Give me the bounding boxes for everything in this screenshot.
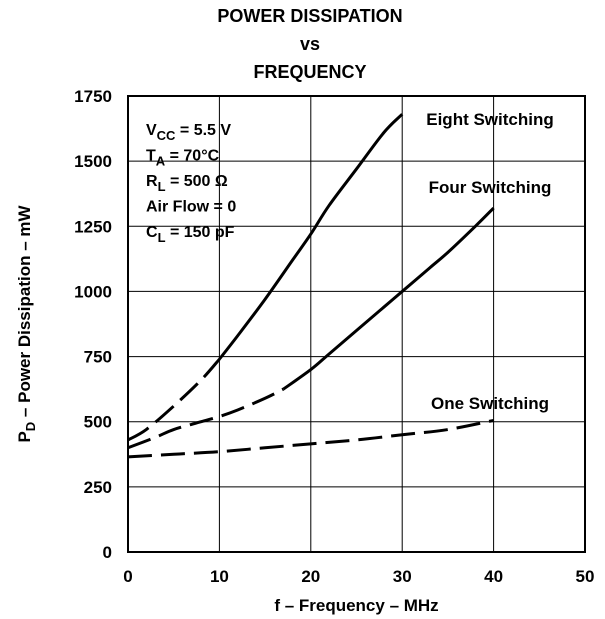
x-tick-label-30: 30 — [393, 567, 412, 586]
x-tick-label-40: 40 — [484, 567, 503, 586]
y-tick-label-750: 750 — [84, 348, 112, 367]
y-axis-label-prefix: P — [15, 431, 34, 442]
series-label-one-switching: One Switching — [431, 394, 549, 413]
chart-title-line-3: FREQUENCY — [253, 62, 367, 82]
condition-1-rest: = 70°C — [165, 148, 219, 165]
condition-4-rest: = 150 pF — [166, 224, 235, 241]
condition-0-rest: = 5.5 V — [175, 122, 231, 139]
series-line-four-switching-dashed — [127, 387, 285, 450]
y-tick-label-1500: 1500 — [74, 152, 112, 171]
condition-2-sub: L — [158, 179, 166, 194]
condition-2: RL = 500 Ω — [146, 173, 228, 194]
chart-title-line-1: POWER DISSIPATION — [217, 6, 403, 26]
condition-4-main: C — [146, 224, 158, 241]
condition-1: TA = 70°C — [146, 148, 220, 169]
y-axis-label-rest: – Power Dissipation – mW — [15, 205, 34, 422]
y-tick-label-250: 250 — [84, 478, 112, 497]
condition-4-sub: L — [158, 230, 166, 245]
condition-2-rest: = 500 Ω — [166, 173, 228, 190]
chart-title-line-2: vs — [299, 34, 321, 54]
condition-3: Air Flow = 0 — [146, 199, 236, 216]
series-label-four-switching: Four Switching — [429, 178, 552, 197]
x-tick-label-0: 0 — [123, 567, 132, 586]
condition-3-main: Air Flow = 0 — [146, 199, 236, 216]
condition-2-main: R — [146, 173, 158, 190]
y-tick-label-500: 500 — [84, 413, 112, 432]
series-line-one-switching-dashed — [127, 418, 494, 459]
series-line-eight-switching-dashed — [127, 358, 221, 442]
condition-0-sub: CC — [157, 128, 176, 143]
x-tick-label-20: 20 — [301, 567, 320, 586]
series-labels: Eight Switching Four Switching One Switchi… — [426, 110, 554, 413]
condition-4: CL = 150 pF — [146, 224, 235, 245]
x-tick-label-50: 50 — [576, 567, 595, 586]
series-lines — [127, 113, 495, 459]
y-axis-label: PD – Power Dissipation – mW — [15, 205, 38, 443]
condition-1-main: T — [146, 148, 156, 165]
y-tick-label-1000: 1000 — [74, 282, 112, 301]
x-tick-label-10: 10 — [210, 567, 229, 586]
series-line-four-switching — [282, 206, 495, 391]
series-line-eight-switching — [218, 113, 404, 361]
plot-frame — [127, 95, 586, 553]
y-tick-label-0: 0 — [103, 543, 112, 562]
y-axis-label-sub: D — [23, 422, 38, 431]
x-axis-label: f – Frequency – MHz — [274, 596, 438, 615]
y-tick-label-1750: 1750 — [74, 87, 112, 106]
series-label-eight-switching: Eight Switching — [426, 110, 554, 129]
condition-1-sub: A — [156, 154, 166, 169]
condition-0: VCC = 5.5 V — [146, 122, 231, 143]
y-tick-label-1250: 1250 — [74, 217, 112, 236]
condition-0-main: V — [146, 122, 157, 139]
